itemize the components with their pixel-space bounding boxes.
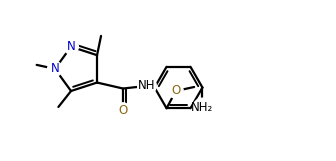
Text: O: O [171, 85, 180, 97]
Circle shape [138, 77, 156, 95]
Text: N: N [67, 40, 75, 53]
Circle shape [169, 84, 183, 98]
Circle shape [193, 98, 212, 117]
Text: N: N [50, 62, 59, 75]
Text: NH₂: NH₂ [191, 101, 214, 114]
Text: O: O [118, 104, 128, 117]
Circle shape [116, 103, 130, 118]
Circle shape [64, 39, 78, 54]
Text: NH: NH [138, 79, 156, 92]
Circle shape [48, 62, 62, 76]
